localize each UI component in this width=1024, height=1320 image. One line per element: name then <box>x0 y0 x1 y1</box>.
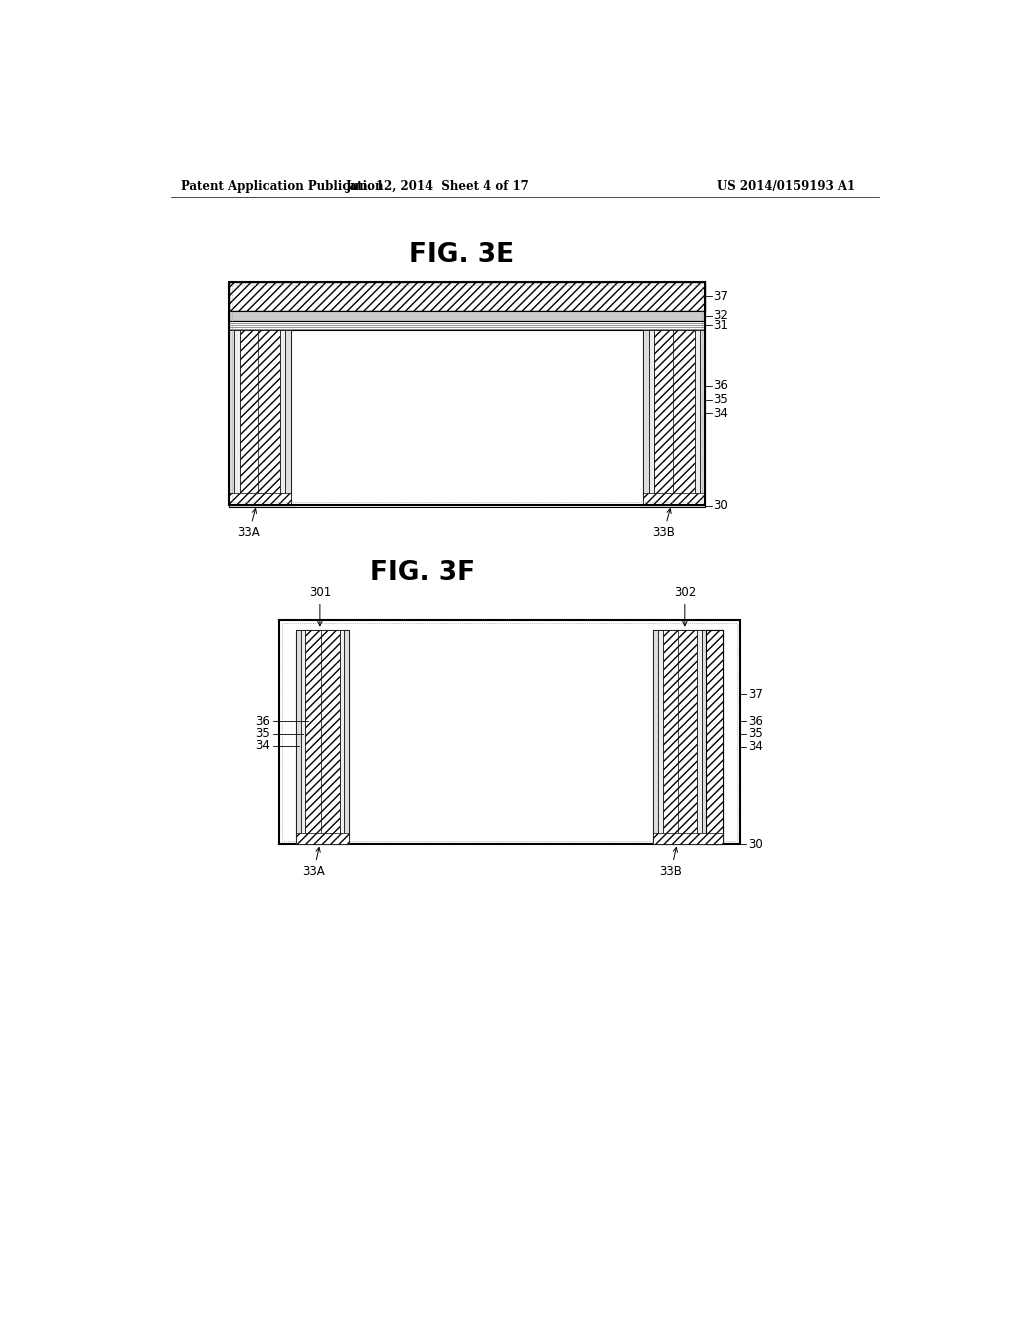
Text: 37: 37 <box>713 289 728 302</box>
Text: 30: 30 <box>713 499 728 512</box>
Bar <box>654 330 676 506</box>
Text: 33B: 33B <box>659 847 682 878</box>
Text: US 2014/0159193 A1: US 2014/0159193 A1 <box>717 181 855 194</box>
Bar <box>700 330 706 506</box>
Bar <box>673 330 694 506</box>
Text: 35: 35 <box>748 727 763 741</box>
Bar <box>283 623 737 841</box>
Bar <box>228 281 706 506</box>
Bar <box>228 492 291 506</box>
Bar <box>305 630 324 843</box>
Text: 35: 35 <box>713 393 728 407</box>
Bar <box>643 330 706 506</box>
Bar <box>678 630 697 843</box>
Bar <box>653 833 723 843</box>
Bar <box>234 330 240 506</box>
Bar <box>296 630 301 843</box>
Bar <box>643 492 706 506</box>
Bar <box>701 630 707 843</box>
Text: 302: 302 <box>674 586 696 626</box>
Text: 31: 31 <box>713 319 728 333</box>
Bar <box>649 330 654 506</box>
Text: 33A: 33A <box>238 508 260 540</box>
Bar <box>258 330 280 506</box>
Bar <box>228 312 706 321</box>
Bar <box>653 630 723 843</box>
Text: 33A: 33A <box>302 847 325 878</box>
Text: 36: 36 <box>255 714 270 727</box>
Text: Jun. 12, 2014  Sheet 4 of 17: Jun. 12, 2014 Sheet 4 of 17 <box>346 181 529 194</box>
Bar <box>286 330 291 506</box>
Text: FIG. 3F: FIG. 3F <box>370 560 475 586</box>
Bar <box>231 285 702 502</box>
Bar <box>280 620 740 843</box>
Text: 33B: 33B <box>652 508 675 540</box>
Bar <box>296 630 349 843</box>
Bar <box>228 330 291 506</box>
Text: 34: 34 <box>713 407 728 420</box>
Bar <box>228 321 706 330</box>
Bar <box>228 330 234 506</box>
Text: 36: 36 <box>713 379 728 392</box>
Bar <box>663 630 681 843</box>
Text: FIG. 3E: FIG. 3E <box>409 242 514 268</box>
Bar <box>280 330 286 506</box>
Text: 301: 301 <box>309 586 331 626</box>
Text: 34: 34 <box>255 739 270 752</box>
Text: 30: 30 <box>748 838 763 851</box>
Bar <box>321 630 340 843</box>
Bar <box>228 506 706 507</box>
Bar <box>643 330 649 506</box>
Bar <box>697 630 701 843</box>
Text: 36: 36 <box>748 714 763 727</box>
Bar <box>653 630 658 843</box>
Text: 34: 34 <box>748 741 763 754</box>
Bar <box>707 630 723 843</box>
Bar <box>296 833 349 843</box>
Text: 37: 37 <box>748 688 763 701</box>
Bar <box>240 330 261 506</box>
Text: 35: 35 <box>255 727 270 741</box>
Bar <box>340 630 344 843</box>
Bar <box>658 630 663 843</box>
Text: 32: 32 <box>713 309 728 322</box>
Text: Patent Application Publication: Patent Application Publication <box>180 181 383 194</box>
Bar <box>344 630 349 843</box>
Bar <box>301 630 305 843</box>
Bar <box>694 330 700 506</box>
Bar <box>228 281 706 312</box>
